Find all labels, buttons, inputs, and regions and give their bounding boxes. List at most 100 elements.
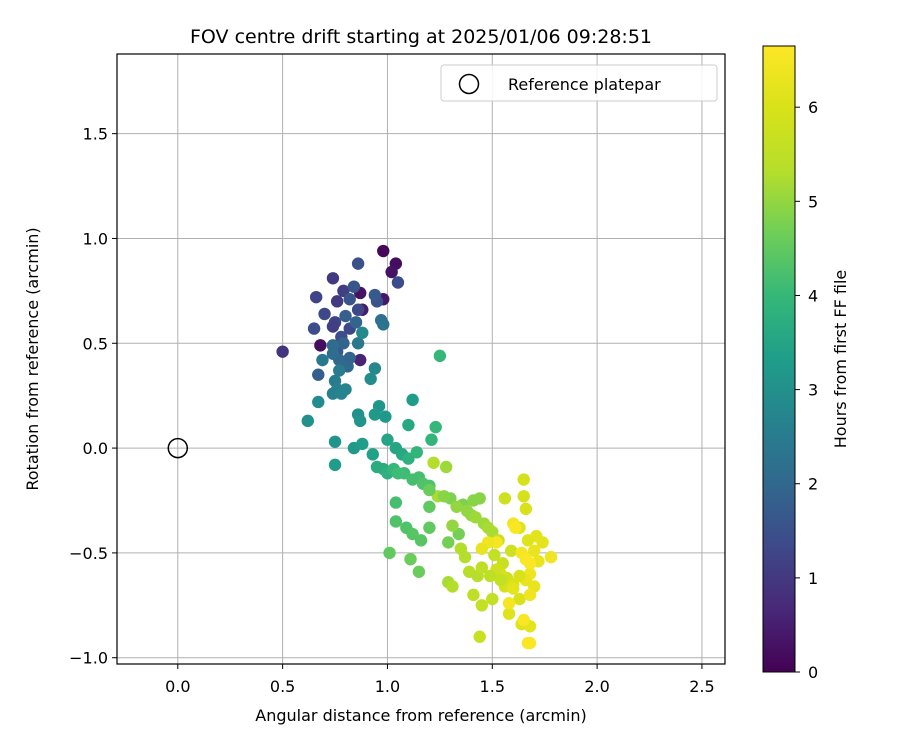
- data-point: [439, 460, 453, 474]
- data-point: [351, 303, 365, 316]
- colorbar-tick-label: 4: [808, 286, 818, 305]
- data-point: [523, 636, 537, 650]
- data-point: [475, 599, 488, 612]
- data-point: [473, 630, 486, 643]
- data-point: [483, 569, 497, 583]
- data-point: [312, 368, 325, 381]
- y-tick-label: −1.0: [69, 649, 108, 668]
- colorbar-tick-label: 0: [808, 663, 818, 682]
- data-point: [316, 353, 329, 367]
- colorbar-tick-label: 2: [808, 475, 818, 494]
- data-point: [351, 337, 365, 350]
- data-point: [377, 318, 390, 331]
- data-point: [318, 307, 331, 321]
- data-point: [368, 362, 382, 375]
- data-point: [423, 521, 436, 534]
- data-point: [502, 597, 516, 610]
- y-axis-label: Rotation from reference (arcmin): [23, 227, 42, 490]
- data-point: [494, 573, 507, 587]
- data-point: [502, 607, 516, 620]
- y-tick-label: 1.0: [83, 229, 108, 248]
- data-point: [389, 515, 403, 528]
- data-point: [504, 544, 518, 558]
- data-point: [507, 582, 520, 595]
- data-point: [528, 544, 541, 558]
- data-point: [410, 446, 424, 459]
- data-point: [517, 473, 530, 486]
- data-point: [423, 483, 436, 497]
- data-point: [381, 433, 394, 446]
- data-point: [312, 395, 325, 409]
- data-point: [356, 326, 369, 339]
- data-point: [442, 536, 455, 549]
- data-point: [412, 565, 426, 578]
- data-point: [517, 490, 530, 503]
- data-point: [307, 322, 321, 335]
- data-point: [475, 542, 488, 555]
- data-points: [276, 244, 558, 650]
- data-point: [330, 295, 344, 308]
- data-point: [343, 293, 356, 306]
- x-tick-label: 2.0: [584, 677, 609, 696]
- data-point: [519, 502, 533, 516]
- reference-point: [167, 437, 189, 459]
- data-point: [309, 290, 323, 304]
- legend-reference-marker: [458, 73, 480, 95]
- data-point: [356, 437, 369, 451]
- data-point: [354, 414, 367, 428]
- colorbar-ticks: 0 1 2 3 4 5 6: [795, 98, 818, 682]
- data-point: [458, 550, 472, 564]
- y-tick-label: 0.0: [83, 439, 108, 458]
- legend-label-reference: Reference platepar: [508, 75, 661, 94]
- legend-box: [440, 64, 718, 102]
- data-point: [433, 349, 447, 363]
- data-point: [276, 345, 289, 358]
- plot-area-frame: [116, 53, 726, 665]
- x-axis-ticks: 0.0 0.5 1.0 1.5 2.0 2.5: [165, 664, 715, 696]
- data-point: [301, 414, 314, 428]
- colorbar-tick-label: 6: [808, 98, 818, 117]
- data-point: [402, 418, 415, 432]
- y-tick-label: −0.5: [69, 544, 108, 563]
- colorbar-tick-label: 1: [808, 569, 818, 588]
- data-point: [328, 435, 342, 449]
- data-point: [423, 500, 436, 513]
- data-point: [404, 552, 417, 566]
- data-point: [450, 500, 463, 513]
- data-point: [425, 433, 438, 446]
- data-point: [467, 588, 480, 602]
- data-point: [385, 265, 398, 279]
- data-point: [383, 546, 396, 560]
- x-axis-label: Angular distance from reference (arcmin): [255, 706, 586, 725]
- data-point: [437, 490, 451, 503]
- data-point: [513, 592, 526, 606]
- data-point: [488, 548, 501, 562]
- x-tick-label: 2.5: [689, 677, 714, 696]
- y-tick-label: 0.5: [83, 334, 108, 353]
- colorbar-tick-label: 3: [808, 381, 818, 400]
- colorbar: [762, 45, 796, 673]
- data-point: [446, 580, 459, 593]
- x-tick-label: 0.0: [165, 677, 190, 696]
- data-point: [339, 383, 352, 396]
- data-point: [498, 492, 512, 505]
- data-point: [351, 257, 365, 270]
- colorbar-tick-label: 5: [808, 192, 818, 211]
- data-point: [328, 458, 342, 472]
- data-point: [446, 519, 459, 532]
- data-point: [414, 534, 428, 547]
- reference-marker: [167, 437, 189, 459]
- data-point: [406, 393, 419, 407]
- data-point: [473, 492, 486, 505]
- data-point: [326, 347, 340, 360]
- data-point: [475, 561, 488, 574]
- data-point: [544, 550, 558, 564]
- data-point: [523, 588, 537, 602]
- x-tick-label: 1.0: [375, 677, 400, 696]
- x-tick-label: 0.5: [270, 677, 295, 696]
- data-point: [368, 408, 382, 421]
- data-point: [509, 521, 522, 534]
- data-point: [366, 448, 379, 461]
- data-point: [333, 364, 346, 377]
- data-point: [429, 420, 442, 434]
